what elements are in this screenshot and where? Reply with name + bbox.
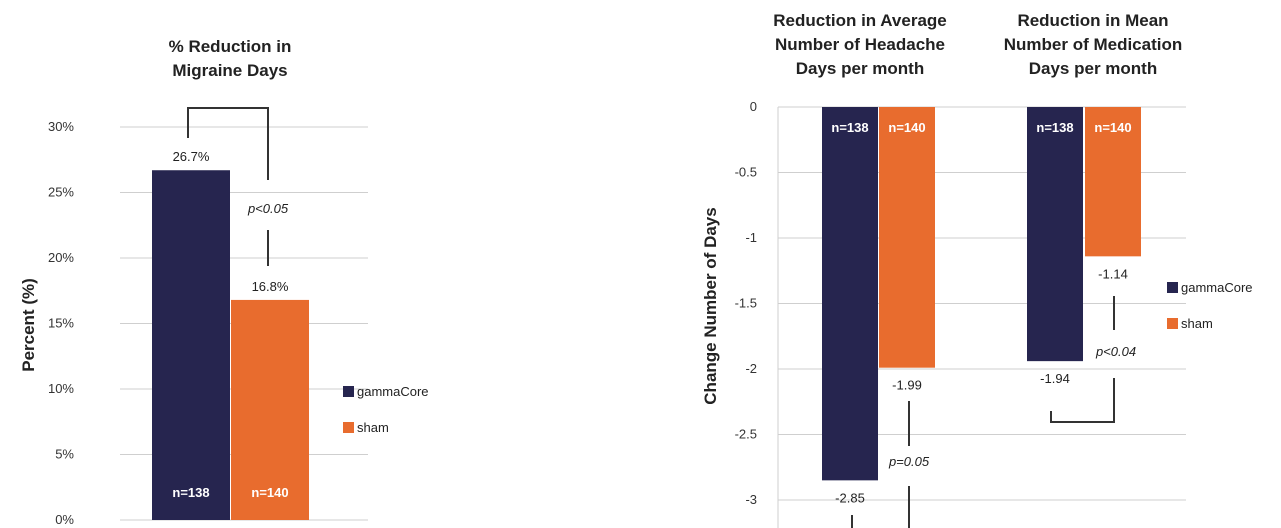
- group2-bar-gammacore: [1027, 107, 1083, 362]
- group2-title-line-3: Days per month: [1029, 59, 1157, 78]
- right-significance-annotations: p=0.05 p<0.04: [851, 296, 1136, 528]
- left-bars: 26.7% n=138 16.8% n=140: [152, 149, 309, 521]
- group2-n-label-gammacore: n=138: [1036, 120, 1073, 135]
- legend-label-gammacore: gammaCore: [357, 384, 429, 399]
- legend-swatch-gammacore-right: [1167, 282, 1178, 293]
- group2-title: Reduction in Mean Number of Medication D…: [1004, 11, 1183, 78]
- legend-swatch-gammacore: [343, 386, 354, 397]
- left-n-label-sham: n=140: [251, 485, 288, 500]
- group1-bar-gammacore: [822, 107, 878, 481]
- right-legend: gammaCore sham: [1167, 280, 1253, 331]
- group2-bar-sham: [1085, 107, 1141, 257]
- right-y-tick-label: -1: [745, 230, 757, 245]
- group1-p-value: p=0.05: [888, 454, 930, 469]
- legend-label-gammacore-right: gammaCore: [1181, 280, 1253, 295]
- legend-swatch-sham: [343, 422, 354, 433]
- left-significance-bracket-upper: [187, 107, 269, 180]
- left-legend: gammaCore sham: [343, 384, 429, 435]
- left-n-label-gammacore: n=138: [172, 485, 209, 500]
- left-value-label-gammacore: 26.7%: [173, 149, 210, 164]
- legend-label-sham: sham: [357, 420, 389, 435]
- legend-swatch-sham-right: [1167, 318, 1178, 329]
- group2-title-line-2: Number of Medication: [1004, 35, 1183, 54]
- group2-p-value: p<0.04: [1095, 344, 1136, 359]
- right-y-tick-label: 0: [750, 99, 757, 114]
- right-y-tick-label: -2.5: [735, 427, 757, 442]
- left-y-tick-label: 15%: [48, 316, 74, 331]
- group1-value-label-sham: -1.99: [892, 378, 922, 393]
- right-y-tick-label: -2: [745, 361, 757, 376]
- group1-n-label-sham: n=140: [888, 120, 925, 135]
- right-y-tick-label: -3: [745, 492, 757, 507]
- left-y-axis-label: Percent (%): [19, 278, 38, 372]
- group1-n-label-gammacore: n=138: [831, 120, 868, 135]
- group2-significance-bracket-lower: [1050, 378, 1115, 423]
- left-y-tick-label: 25%: [48, 185, 74, 200]
- left-chart-title-line-2: Migraine Days: [172, 61, 287, 80]
- right-y-tick-label: -0.5: [735, 165, 757, 180]
- left-p-value: p<0.05: [247, 201, 289, 216]
- group1-title-line-1: Reduction in Average: [773, 11, 947, 30]
- left-bar-gammacore: [152, 170, 230, 521]
- left-chart-title-line-1: % Reduction in: [169, 37, 292, 56]
- left-y-tick-label: 10%: [48, 381, 74, 396]
- left-value-label-sham: 16.8%: [252, 279, 289, 294]
- right-chart: Reduction in Average Number of Headache …: [701, 11, 1253, 528]
- legend-label-sham-right: sham: [1181, 316, 1213, 331]
- group1-bar-sham: [879, 107, 935, 368]
- right-y-axis-label: Change Number of Days: [701, 207, 720, 404]
- group1-title: Reduction in Average Number of Headache …: [773, 11, 947, 78]
- right-y-tick-labels: 0 -0.5 -1 -1.5 -2 -2.5 -3: [735, 99, 757, 507]
- group1-value-label-gammacore: -2.85: [835, 490, 865, 505]
- group2-value-label-sham: -1.14: [1098, 266, 1128, 281]
- group1-title-line-2: Number of Headache: [775, 35, 945, 54]
- left-bar-sham: [231, 299, 309, 520]
- left-y-tick-label: 0%: [55, 512, 74, 527]
- group2-title-line-1: Reduction in Mean: [1017, 11, 1168, 30]
- left-y-tick-label: 30%: [48, 119, 74, 134]
- left-y-tick-label: 5%: [55, 447, 74, 462]
- left-chart: % Reduction in Migraine Days 0% 5% 10% 15% 2…: [19, 37, 429, 527]
- group2-n-label-sham: n=140: [1094, 120, 1131, 135]
- right-y-tick-label: -1.5: [735, 296, 757, 311]
- right-bars: n=138 -2.85 n=140 -1.99 n=138 -1.94 n=140 -1.14: [822, 107, 1141, 505]
- left-y-tick-labels: 0% 5% 10% 15% 20% 25% 30%: [48, 119, 74, 527]
- group1-title-line-3: Days per month: [796, 59, 924, 78]
- left-significance-annotation: p<0.05: [187, 107, 289, 266]
- group2-value-label-gammacore: -1.94: [1040, 371, 1070, 386]
- left-y-tick-label: 20%: [48, 250, 74, 265]
